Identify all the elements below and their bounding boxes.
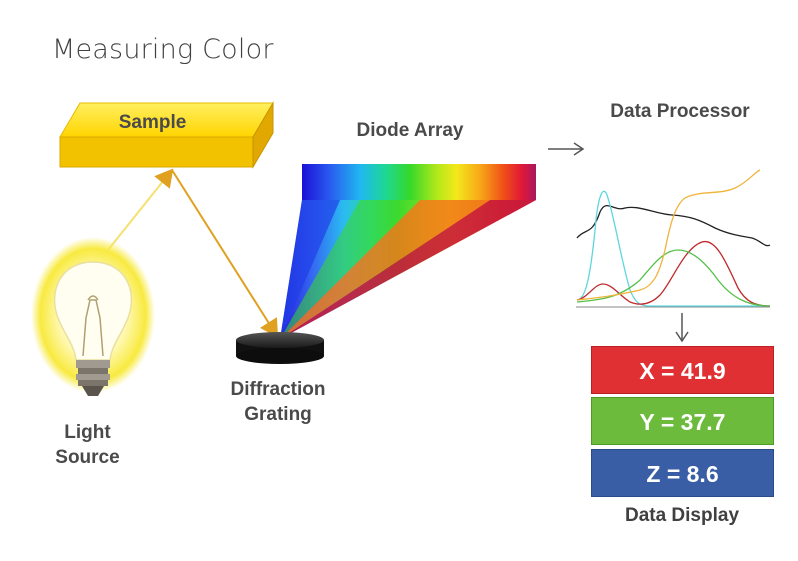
diffraction-grating-label: Diffraction Grating <box>230 379 326 425</box>
diode-array-bar <box>302 164 536 200</box>
light-source-label: Light Source <box>55 422 120 468</box>
sample-block <box>59 101 274 169</box>
x-value-box: X = 41.9 <box>591 346 774 394</box>
reflected-beam <box>171 169 279 338</box>
spectrum-fan <box>280 200 536 339</box>
light-bulb-icon <box>31 237 155 396</box>
diode-array-label: Diode Array <box>356 120 464 141</box>
processor-plot <box>576 169 771 308</box>
diffraction-grating-icon <box>236 332 324 364</box>
page-title: Measuring Color <box>52 34 274 65</box>
arrow-right-icon <box>548 142 585 156</box>
arrow-down-icon <box>675 313 689 343</box>
curve-red <box>576 241 771 307</box>
curve-black <box>576 204 771 247</box>
data-display-label: Data Display <box>624 505 740 526</box>
y-value-box: Y = 37.7 <box>591 397 774 445</box>
curve-orange <box>576 169 761 301</box>
sample-label: Sample <box>118 112 187 133</box>
curve-green <box>576 249 771 307</box>
z-value-box: Z = 8.6 <box>591 449 774 497</box>
data-processor-label: Data Processor <box>610 101 750 122</box>
curve-cyan <box>576 190 770 307</box>
